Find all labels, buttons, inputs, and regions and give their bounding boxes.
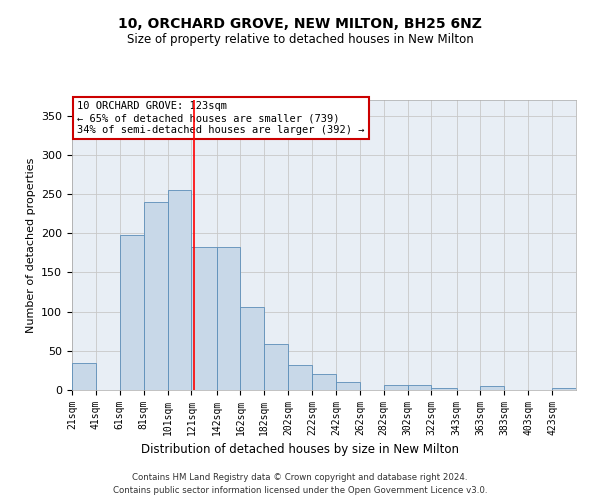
Bar (120, 235, 143, 390)
Bar (241, 307, 264, 390)
Y-axis label: Number of detached properties: Number of detached properties (26, 158, 35, 332)
Bar (407, 386, 431, 390)
Bar (288, 365, 312, 390)
Text: Distribution of detached houses by size in New Milton: Distribution of detached houses by size … (141, 442, 459, 456)
Bar (552, 388, 576, 390)
Bar (191, 248, 217, 390)
Bar (312, 374, 336, 390)
Text: 10 ORCHARD GROVE: 123sqm
← 65% of detached houses are smaller (739)
34% of semi-: 10 ORCHARD GROVE: 123sqm ← 65% of detach… (77, 102, 365, 134)
Bar (481, 386, 505, 390)
Bar (167, 190, 191, 390)
Text: Contains public sector information licensed under the Open Government Licence v3: Contains public sector information licen… (113, 486, 487, 495)
Bar (72, 362, 96, 390)
Bar (264, 344, 288, 390)
Bar (431, 388, 457, 390)
Bar (336, 382, 360, 390)
Text: Size of property relative to detached houses in New Milton: Size of property relative to detached ho… (127, 32, 473, 46)
Bar (217, 248, 241, 390)
Bar (143, 202, 167, 390)
Text: Contains HM Land Registry data © Crown copyright and database right 2024.: Contains HM Land Registry data © Crown c… (132, 472, 468, 482)
Bar (384, 386, 407, 390)
Text: 10, ORCHARD GROVE, NEW MILTON, BH25 6NZ: 10, ORCHARD GROVE, NEW MILTON, BH25 6NZ (118, 18, 482, 32)
